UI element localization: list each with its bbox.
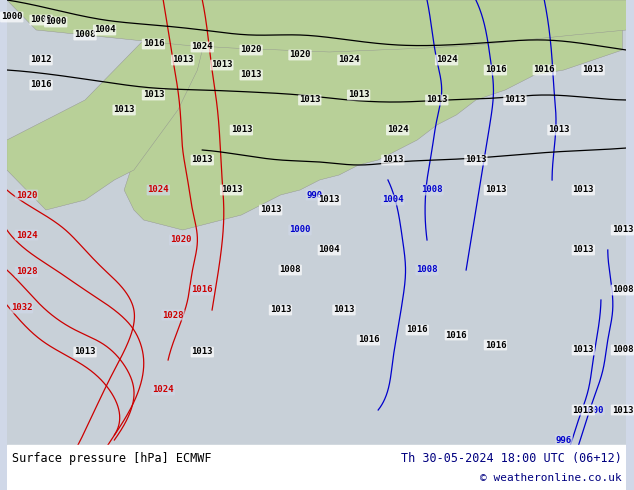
Text: 996: 996: [556, 436, 572, 444]
Text: 1000: 1000: [289, 225, 311, 235]
Text: 1004: 1004: [318, 245, 340, 254]
Text: 1013: 1013: [260, 205, 281, 215]
Text: 1000: 1000: [1, 13, 23, 22]
Text: 1013: 1013: [211, 60, 233, 70]
Text: 1000: 1000: [45, 18, 67, 26]
Text: 1013: 1013: [318, 196, 340, 204]
Text: 1004: 1004: [382, 196, 404, 204]
Polygon shape: [7, 0, 626, 52]
Text: Surface pressure [hPa] ECMWF: Surface pressure [hPa] ECMWF: [12, 451, 211, 465]
Text: 1004: 1004: [94, 25, 115, 34]
Text: 1020: 1020: [170, 236, 191, 245]
Text: 1013: 1013: [269, 305, 291, 315]
Text: 1013: 1013: [240, 71, 262, 79]
Text: 1008: 1008: [417, 266, 437, 274]
Text: 1000: 1000: [583, 406, 604, 415]
Text: 1024: 1024: [152, 386, 174, 394]
Text: 1016: 1016: [484, 341, 506, 349]
Text: 1008: 1008: [612, 345, 633, 354]
Text: 1016: 1016: [30, 80, 52, 90]
Text: 1013: 1013: [74, 347, 96, 357]
Text: 1020: 1020: [16, 191, 37, 199]
Text: 1024: 1024: [16, 230, 37, 240]
Text: 1013: 1013: [548, 125, 570, 134]
Text: 1013: 1013: [113, 105, 135, 115]
Text: 1013: 1013: [573, 186, 594, 195]
Text: 1028: 1028: [16, 268, 37, 276]
Text: 1013: 1013: [573, 245, 594, 254]
Text: 1012: 1012: [30, 55, 52, 65]
Text: 1013: 1013: [348, 91, 370, 99]
Text: 1024: 1024: [191, 43, 213, 51]
Text: 1013: 1013: [333, 305, 354, 315]
Text: 1020: 1020: [289, 50, 311, 59]
Text: 1008: 1008: [421, 186, 443, 195]
Text: 1013: 1013: [573, 406, 594, 415]
Text: 1013: 1013: [191, 155, 213, 165]
Text: 1028: 1028: [162, 311, 184, 319]
Text: 1016: 1016: [358, 336, 379, 344]
Text: 1013: 1013: [221, 186, 242, 195]
Text: 1008: 1008: [612, 286, 633, 294]
Text: 1013: 1013: [172, 55, 193, 65]
Text: Th 30-05-2024 18:00 UTC (06+12): Th 30-05-2024 18:00 UTC (06+12): [401, 451, 621, 465]
Text: 1016: 1016: [406, 325, 428, 335]
Text: 1016: 1016: [534, 66, 555, 74]
Text: 1024: 1024: [387, 125, 408, 134]
Text: 1013: 1013: [426, 96, 448, 104]
Text: 1013: 1013: [143, 91, 164, 99]
Text: 1032: 1032: [11, 303, 32, 313]
Text: 1016: 1016: [446, 330, 467, 340]
Text: 1013: 1013: [465, 155, 487, 165]
Text: 1008: 1008: [30, 16, 52, 24]
Text: 1016: 1016: [484, 66, 506, 74]
Text: © weatheronline.co.uk: © weatheronline.co.uk: [480, 473, 621, 483]
Text: 1013: 1013: [583, 66, 604, 74]
Text: 990: 990: [307, 191, 323, 199]
Text: 1013: 1013: [612, 406, 633, 415]
Text: 1024: 1024: [148, 186, 169, 195]
Text: 1013: 1013: [382, 155, 404, 165]
Text: 1024: 1024: [338, 55, 359, 65]
Text: 1013: 1013: [484, 186, 506, 195]
Polygon shape: [124, 0, 623, 230]
Text: 1013: 1013: [191, 347, 213, 357]
Text: 1016: 1016: [143, 40, 164, 49]
Text: 1013: 1013: [299, 96, 321, 104]
Text: 1008: 1008: [280, 266, 301, 274]
Text: 1008: 1008: [74, 30, 96, 40]
Text: 1020: 1020: [240, 46, 262, 54]
Polygon shape: [7, 20, 202, 210]
Text: 1013: 1013: [573, 345, 594, 354]
Text: 1016: 1016: [191, 286, 213, 294]
Text: 1013: 1013: [504, 96, 526, 104]
Text: 1013: 1013: [231, 125, 252, 134]
Text: 1013: 1013: [612, 225, 633, 235]
Bar: [7, 445, 626, 490]
Text: 1024: 1024: [436, 55, 457, 65]
